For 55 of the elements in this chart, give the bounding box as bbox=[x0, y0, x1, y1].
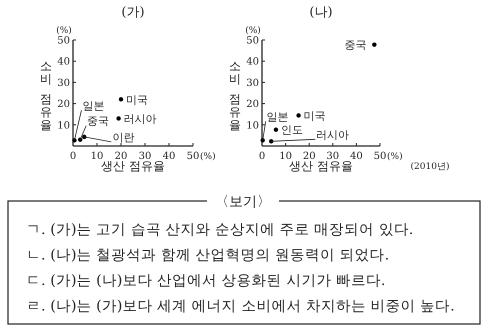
series-label: 러시아 bbox=[124, 112, 157, 126]
x-tick-label: 10 bbox=[279, 151, 292, 162]
series-label: 중국 bbox=[344, 38, 366, 52]
text: ㄹ. (나)는 (가)보다 세계 에너지 소비에서 차지하는 비중이 높다. bbox=[26, 298, 455, 314]
series-label: 미국 bbox=[304, 109, 326, 122]
point bbox=[269, 139, 274, 144]
chart-title: (나) bbox=[309, 5, 333, 20]
text: 러시아 bbox=[316, 128, 350, 142]
x-tick-label: 10 bbox=[90, 151, 104, 162]
y-tick-label: 20 bbox=[246, 99, 259, 110]
x-tick-label: 40 bbox=[350, 151, 363, 162]
x-tick-label: 0 bbox=[70, 151, 76, 162]
y-tick-label: 40 bbox=[246, 56, 259, 68]
y-axis-title: 소비 점유율 bbox=[229, 59, 241, 132]
y-axis-title: 소비 점유율 bbox=[40, 59, 52, 132]
text: (%) bbox=[387, 152, 403, 162]
x-tick-label: 20 bbox=[114, 151, 128, 162]
point bbox=[296, 113, 301, 118]
y-tick-label: 50 bbox=[246, 36, 259, 46]
x-tick-label: 40 bbox=[162, 151, 176, 162]
x-tick-label: 20 bbox=[302, 151, 316, 162]
text: ㄱ. (가)는 고기 습곡 산지와 순상지에 주로 매장되어 있다. bbox=[26, 222, 414, 238]
point bbox=[78, 137, 82, 142]
text: 일본 bbox=[82, 99, 104, 112]
point bbox=[372, 42, 377, 47]
series-label: 인도 bbox=[280, 124, 303, 137]
text: (2010년) bbox=[410, 162, 450, 172]
chart-title: (가) bbox=[121, 5, 145, 20]
series-label: 미국 bbox=[126, 93, 148, 106]
text: (%) bbox=[200, 152, 216, 162]
text: (%) bbox=[245, 26, 261, 36]
y-tick-label: 10 bbox=[246, 120, 259, 132]
text: 이란 bbox=[112, 130, 134, 144]
y-tick-label: 30 bbox=[57, 78, 70, 89]
text: (%) bbox=[56, 26, 72, 36]
y-tick-label: 20 bbox=[57, 99, 70, 110]
x-tick-label: 30 bbox=[138, 151, 152, 162]
y-tick-label: 50 bbox=[57, 36, 70, 46]
series-label: 중국 bbox=[87, 114, 110, 128]
text: ㄴ. (나)는 철광석과 함께 산업혁명의 원동력이 되었다. bbox=[26, 248, 390, 264]
text: 〈보기〉 bbox=[215, 194, 271, 210]
y-tick-label: 40 bbox=[57, 56, 70, 68]
x-tick-label: 50 bbox=[186, 151, 200, 162]
series-label: 일본 bbox=[266, 110, 289, 124]
x-axis-title: 생산 점유율 bbox=[101, 159, 165, 173]
y-tick-label: 10 bbox=[57, 120, 70, 132]
y-tick-label: 30 bbox=[246, 78, 259, 89]
x-tick-label: 0 bbox=[258, 151, 266, 162]
x-tick-label: 30 bbox=[326, 151, 340, 162]
point bbox=[116, 116, 121, 121]
x-axis-title: 생산 점유율 bbox=[289, 159, 353, 173]
text: ㄷ. (가)는 (나)보다 산업에서 상용화된 시기가 빠르다. bbox=[26, 273, 386, 289]
point bbox=[274, 127, 278, 132]
point bbox=[118, 97, 124, 102]
x-tick-label: 50 bbox=[374, 151, 386, 162]
